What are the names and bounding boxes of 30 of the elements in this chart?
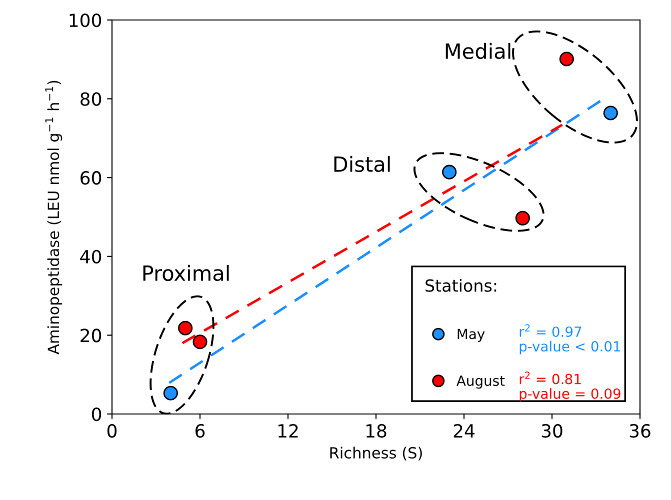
y-tick-label: 40 <box>80 250 102 264</box>
x-tick-label: 6 <box>196 424 205 438</box>
y-axis-title: Aminopeptidase (LEU nmol g$^{−1}$ h$^{−1}$) <box>45 80 62 354</box>
y-tick-label: 100 <box>70 13 102 28</box>
point <box>603 106 618 120</box>
x-axis-title: Richness (S) <box>330 446 422 460</box>
legend-label: August <box>456 376 505 389</box>
annotation: Medial <box>446 42 510 60</box>
point <box>559 52 574 66</box>
annotation: Distal <box>334 156 390 172</box>
annotation: r$^{2}$ = 0.81 p-value = 0.09 <box>520 372 620 402</box>
point <box>178 320 193 336</box>
y-tick-label: 20 <box>80 328 102 342</box>
y-tick-label: 80 <box>80 92 102 106</box>
point <box>442 164 457 180</box>
y-tick-label: 60 <box>80 171 102 185</box>
annotation: Proximal <box>143 264 229 282</box>
x-tick-label: 0 <box>107 424 117 438</box>
y-tick-label: 0 <box>92 407 102 422</box>
legend-title: Stations: <box>426 278 496 292</box>
x-tick-label: 30 <box>542 424 562 438</box>
x-tick-label: 24 <box>454 424 474 438</box>
annotation: r$^{2}$ = 0.97 p-value < 0.01 <box>520 324 620 354</box>
x-tick-label: 12 <box>278 424 298 438</box>
x-tick-label: 18 <box>366 424 386 438</box>
legend-label: May <box>458 328 485 342</box>
point <box>192 334 208 350</box>
point <box>515 210 530 226</box>
point <box>163 386 178 400</box>
x-tick-label: 36 <box>630 424 650 438</box>
